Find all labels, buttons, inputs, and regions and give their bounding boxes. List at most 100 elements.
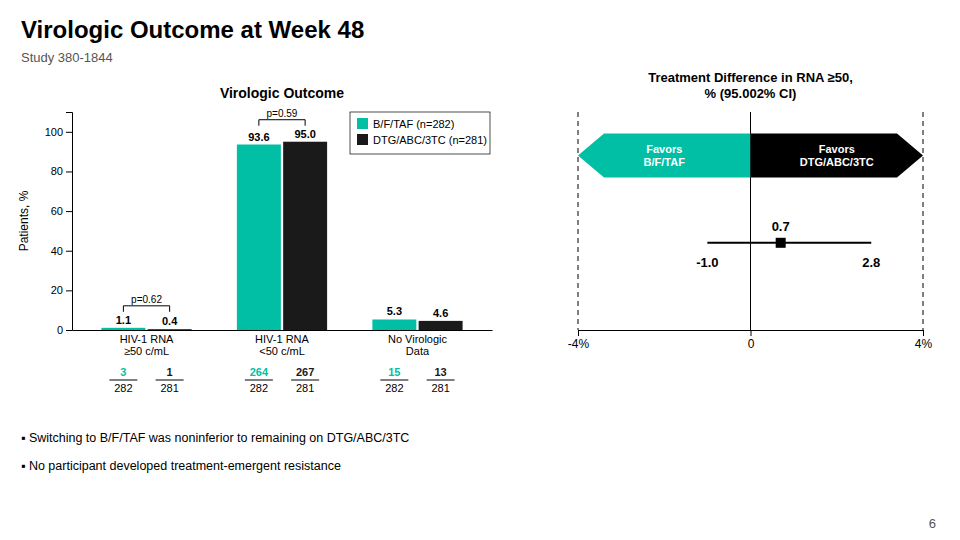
bar <box>283 142 327 330</box>
axis-line <box>73 330 493 331</box>
axis-line <box>66 113 73 331</box>
chart-title: Treatment Difference in RNA ≥50,% (95.00… <box>648 70 853 101</box>
tick-label: 0 <box>748 337 755 351</box>
fraction-numerator: 15 <box>388 366 400 378</box>
tick-mark <box>66 171 72 172</box>
chart-title: Virologic Outcome <box>220 85 344 101</box>
tick-mark <box>66 211 72 212</box>
range-boundary <box>923 112 924 330</box>
tick: 100 <box>45 126 72 138</box>
tick-label: HIV-1 RNA<50 c/mL <box>255 333 309 357</box>
text-line: Favors <box>646 143 682 155</box>
range-boundary <box>578 112 579 330</box>
text-line: DTG/ABC/3TC <box>800 156 874 168</box>
tick-label: 100 <box>45 126 63 138</box>
text-line: % (95.002% CI) <box>705 86 797 101</box>
fraction-denominator: 281 <box>296 382 314 394</box>
data-label: 95.0 <box>294 128 315 140</box>
tick-label: 4% <box>915 337 933 351</box>
bar-panel: 020406080100HIV-1 RNA≥50 c/mLHIV-1 RNA<5… <box>45 108 493 394</box>
y-axis: 020406080100 <box>45 113 73 337</box>
favors-label: FavorsDTG/ABC/3TC <box>800 143 874 167</box>
fraction-bar <box>245 380 273 381</box>
favors-label: FavorsB/F/TAF <box>644 143 686 167</box>
fraction-bar <box>109 380 137 381</box>
legend-swatch <box>357 118 368 129</box>
tick: HIV-1 RNA≥50 c/mL <box>120 330 174 357</box>
text-line: ≥50 c/mL <box>124 345 169 357</box>
text-line: No Virologic <box>388 333 448 345</box>
tick-label: No VirologicData <box>388 333 448 357</box>
bullet: ▪ Switching to B/F/TAF was noninferior t… <box>21 431 409 445</box>
fraction-denominator: 282 <box>250 382 268 394</box>
fraction-denominator: 281 <box>160 382 178 394</box>
tick-mark <box>66 330 72 331</box>
tick-mark <box>66 251 72 252</box>
legend-swatch <box>357 134 368 145</box>
fraction-bar <box>380 380 408 381</box>
text-line: B/F/TAF <box>644 156 686 168</box>
tick-label: 80 <box>51 165 63 177</box>
data-label: 0.7 <box>772 219 790 234</box>
series <box>101 145 416 330</box>
text-line: <50 c/mL <box>259 345 305 357</box>
chart: Virologic Outcome at Week 48 Study 380-18… <box>0 0 960 540</box>
text-line: Data <box>406 345 430 357</box>
subtitle: Study 380-1844 <box>21 50 113 65</box>
forest-marks <box>578 134 923 248</box>
data-label: -1.0 <box>696 255 718 270</box>
series <box>148 142 463 330</box>
data-label: 1.1 <box>116 314 131 326</box>
p-bracket <box>123 306 169 312</box>
tick: -4% <box>568 330 590 351</box>
tick: 0 <box>748 330 755 351</box>
fraction-denominator: 281 <box>431 382 449 394</box>
text-line: Favors <box>819 143 855 155</box>
favors-arrow <box>751 134 924 178</box>
tick-label: HIV-1 RNA≥50 c/mL <box>120 333 174 357</box>
data-label: 2.8 <box>862 255 880 270</box>
tick-mark <box>923 330 924 336</box>
bar <box>372 319 416 330</box>
x-axis: HIV-1 RNA≥50 c/mLHIV-1 RNA<50 c/mLNo Vir… <box>73 330 493 357</box>
fraction-denominator: 282 <box>114 382 132 394</box>
bullet: ▪ No participant developed treatment-eme… <box>21 459 341 473</box>
fraction-numerator: 3 <box>120 366 126 378</box>
fraction-numerator: 1 <box>167 366 173 378</box>
axis-line <box>579 331 924 337</box>
text-line: HIV-1 RNA <box>255 333 309 345</box>
legend: B/F/TAF (n=282)DTG/ABC/3TC (n=281) <box>350 112 490 154</box>
data-label: 0.4 <box>162 315 178 327</box>
tick-mark <box>66 132 72 133</box>
tick-mark <box>578 330 579 336</box>
tick: 60 <box>51 205 72 217</box>
tick-label: -4% <box>568 337 590 351</box>
fraction-bar <box>291 380 319 381</box>
tick-label: 0 <box>57 324 63 336</box>
favors-arrow <box>578 134 751 178</box>
fraction-denominator: 282 <box>385 382 403 394</box>
legend-item: DTG/ABC/3TC (n=281) <box>357 134 487 146</box>
ci-line <box>707 242 871 244</box>
data-label: 93.6 <box>248 131 269 143</box>
annotation: p=0.59 <box>267 108 298 119</box>
title: Virologic Outcome at Week 48 <box>21 16 364 43</box>
tick: 4% <box>915 330 933 351</box>
tick: 80 <box>51 165 72 177</box>
text-line: HIV-1 RNA <box>120 333 174 345</box>
tick: No VirologicData <box>388 330 448 357</box>
data-label: 5.3 <box>387 305 402 317</box>
forest-panel: -4%04%FavorsB/F/TAFFavorsDTG/ABC/3TC0.7-… <box>568 112 933 351</box>
legend-frame <box>350 112 490 154</box>
fraction-numerator: 264 <box>250 366 269 378</box>
x-axis: -4% 0 4% <box>568 330 933 351</box>
tick: 20 <box>51 284 72 296</box>
tick-mark <box>751 330 752 336</box>
bar <box>419 321 463 330</box>
tick: HIV-1 RNA<50 c/mL <box>255 330 309 357</box>
p-bracket <box>259 120 305 126</box>
fraction-numerator: 267 <box>296 366 314 378</box>
y-axis-title: Patients, % <box>17 190 31 251</box>
data-label: 4.6 <box>433 307 448 319</box>
tick-label: 60 <box>51 205 63 217</box>
